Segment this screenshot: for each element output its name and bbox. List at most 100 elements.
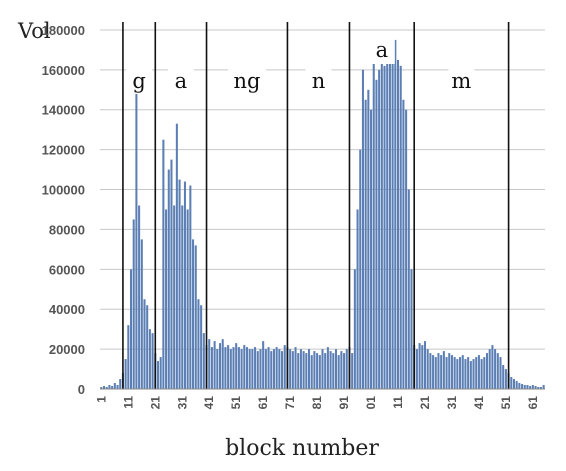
bar xyxy=(181,205,184,389)
bar xyxy=(173,205,176,389)
segment-labels: g a ng n a m xyxy=(126,36,475,94)
bar xyxy=(415,349,418,389)
bar xyxy=(243,345,246,389)
bar xyxy=(254,347,257,389)
bar xyxy=(240,349,243,389)
bar xyxy=(440,355,443,389)
bar xyxy=(504,369,507,389)
y-tick-label: 60000 xyxy=(49,262,85,277)
bar xyxy=(496,353,499,389)
bar xyxy=(202,333,205,389)
segment-label: m xyxy=(451,69,471,93)
bar xyxy=(388,39,391,389)
bar xyxy=(138,205,141,389)
bar xyxy=(499,357,502,389)
x-tick-label: 01 xyxy=(364,396,378,410)
bar xyxy=(334,349,338,389)
bar xyxy=(148,329,151,389)
bar xyxy=(194,245,197,389)
bar xyxy=(477,355,480,389)
segment-label-bg xyxy=(227,66,266,94)
bar xyxy=(197,299,200,389)
bar xyxy=(162,139,165,389)
bar xyxy=(502,365,505,389)
bar xyxy=(156,361,160,389)
bar xyxy=(410,269,413,389)
bar xyxy=(272,349,275,389)
bar xyxy=(483,357,486,389)
bar xyxy=(237,347,240,389)
bar xyxy=(178,179,181,389)
segment-boundaries xyxy=(122,22,510,389)
bar xyxy=(421,345,424,389)
segment-label: a xyxy=(175,69,188,93)
bar xyxy=(100,387,103,389)
bar xyxy=(297,353,300,389)
segment-label-bg xyxy=(126,66,153,94)
x-tick-labels: 1 11 21 31 41 51 61 71 81 91 01 11 21 31 41 51 61 xyxy=(94,396,540,410)
x-tick-label: 11 xyxy=(391,396,405,409)
bar xyxy=(245,347,249,389)
y-tick-label: 120000 xyxy=(42,143,85,158)
x-tick-label: 51 xyxy=(499,396,513,410)
bar xyxy=(175,123,178,389)
bar xyxy=(235,343,238,389)
bar xyxy=(208,339,211,389)
bar xyxy=(278,349,281,389)
bar xyxy=(467,357,470,389)
bar xyxy=(116,385,119,389)
segment-label-bg xyxy=(448,66,475,94)
bar xyxy=(510,377,513,389)
bar xyxy=(375,79,378,389)
y-tick-label: 140000 xyxy=(42,103,85,118)
bar xyxy=(167,169,170,389)
x-tick-label: 91 xyxy=(337,396,351,410)
bar xyxy=(442,351,445,389)
bar xyxy=(378,69,381,389)
bar xyxy=(537,387,540,389)
y-tick-label: 180000 xyxy=(42,23,85,38)
bar xyxy=(531,385,534,389)
segment-label: n xyxy=(312,69,326,93)
bar xyxy=(353,269,356,389)
bar xyxy=(259,349,262,389)
x-tick-label: 61 xyxy=(526,396,540,410)
bar xyxy=(380,39,383,389)
bar xyxy=(310,355,313,389)
bar xyxy=(386,49,389,389)
bar xyxy=(437,353,440,389)
x-tick-label: 81 xyxy=(310,396,324,410)
y-tick-label: 80000 xyxy=(49,222,85,237)
x-tick-label: 41 xyxy=(472,396,486,410)
bar xyxy=(359,149,362,389)
bar xyxy=(529,386,532,389)
bar xyxy=(464,359,467,389)
bar xyxy=(407,189,410,389)
bar xyxy=(432,355,435,389)
bar xyxy=(396,59,400,390)
bar xyxy=(119,379,122,389)
bar xyxy=(405,109,408,389)
bar xyxy=(210,347,213,389)
y-tick-label: 0 xyxy=(78,382,85,397)
x-tick-label: 31 xyxy=(175,396,189,410)
bar xyxy=(402,99,405,390)
bar xyxy=(448,353,451,389)
bar xyxy=(221,339,224,389)
bar xyxy=(343,353,346,389)
bar xyxy=(394,39,397,389)
bar xyxy=(232,347,235,389)
bar xyxy=(251,349,254,389)
bar xyxy=(256,351,259,389)
segment-label-bg xyxy=(305,66,332,94)
segment-label: a xyxy=(376,38,389,62)
bar xyxy=(372,59,375,390)
y-tick-label: 20000 xyxy=(49,342,85,357)
bar xyxy=(192,239,195,389)
bar xyxy=(326,347,329,389)
bar xyxy=(539,387,542,389)
bar xyxy=(129,269,133,389)
bar xyxy=(515,381,518,389)
bar xyxy=(146,305,149,389)
